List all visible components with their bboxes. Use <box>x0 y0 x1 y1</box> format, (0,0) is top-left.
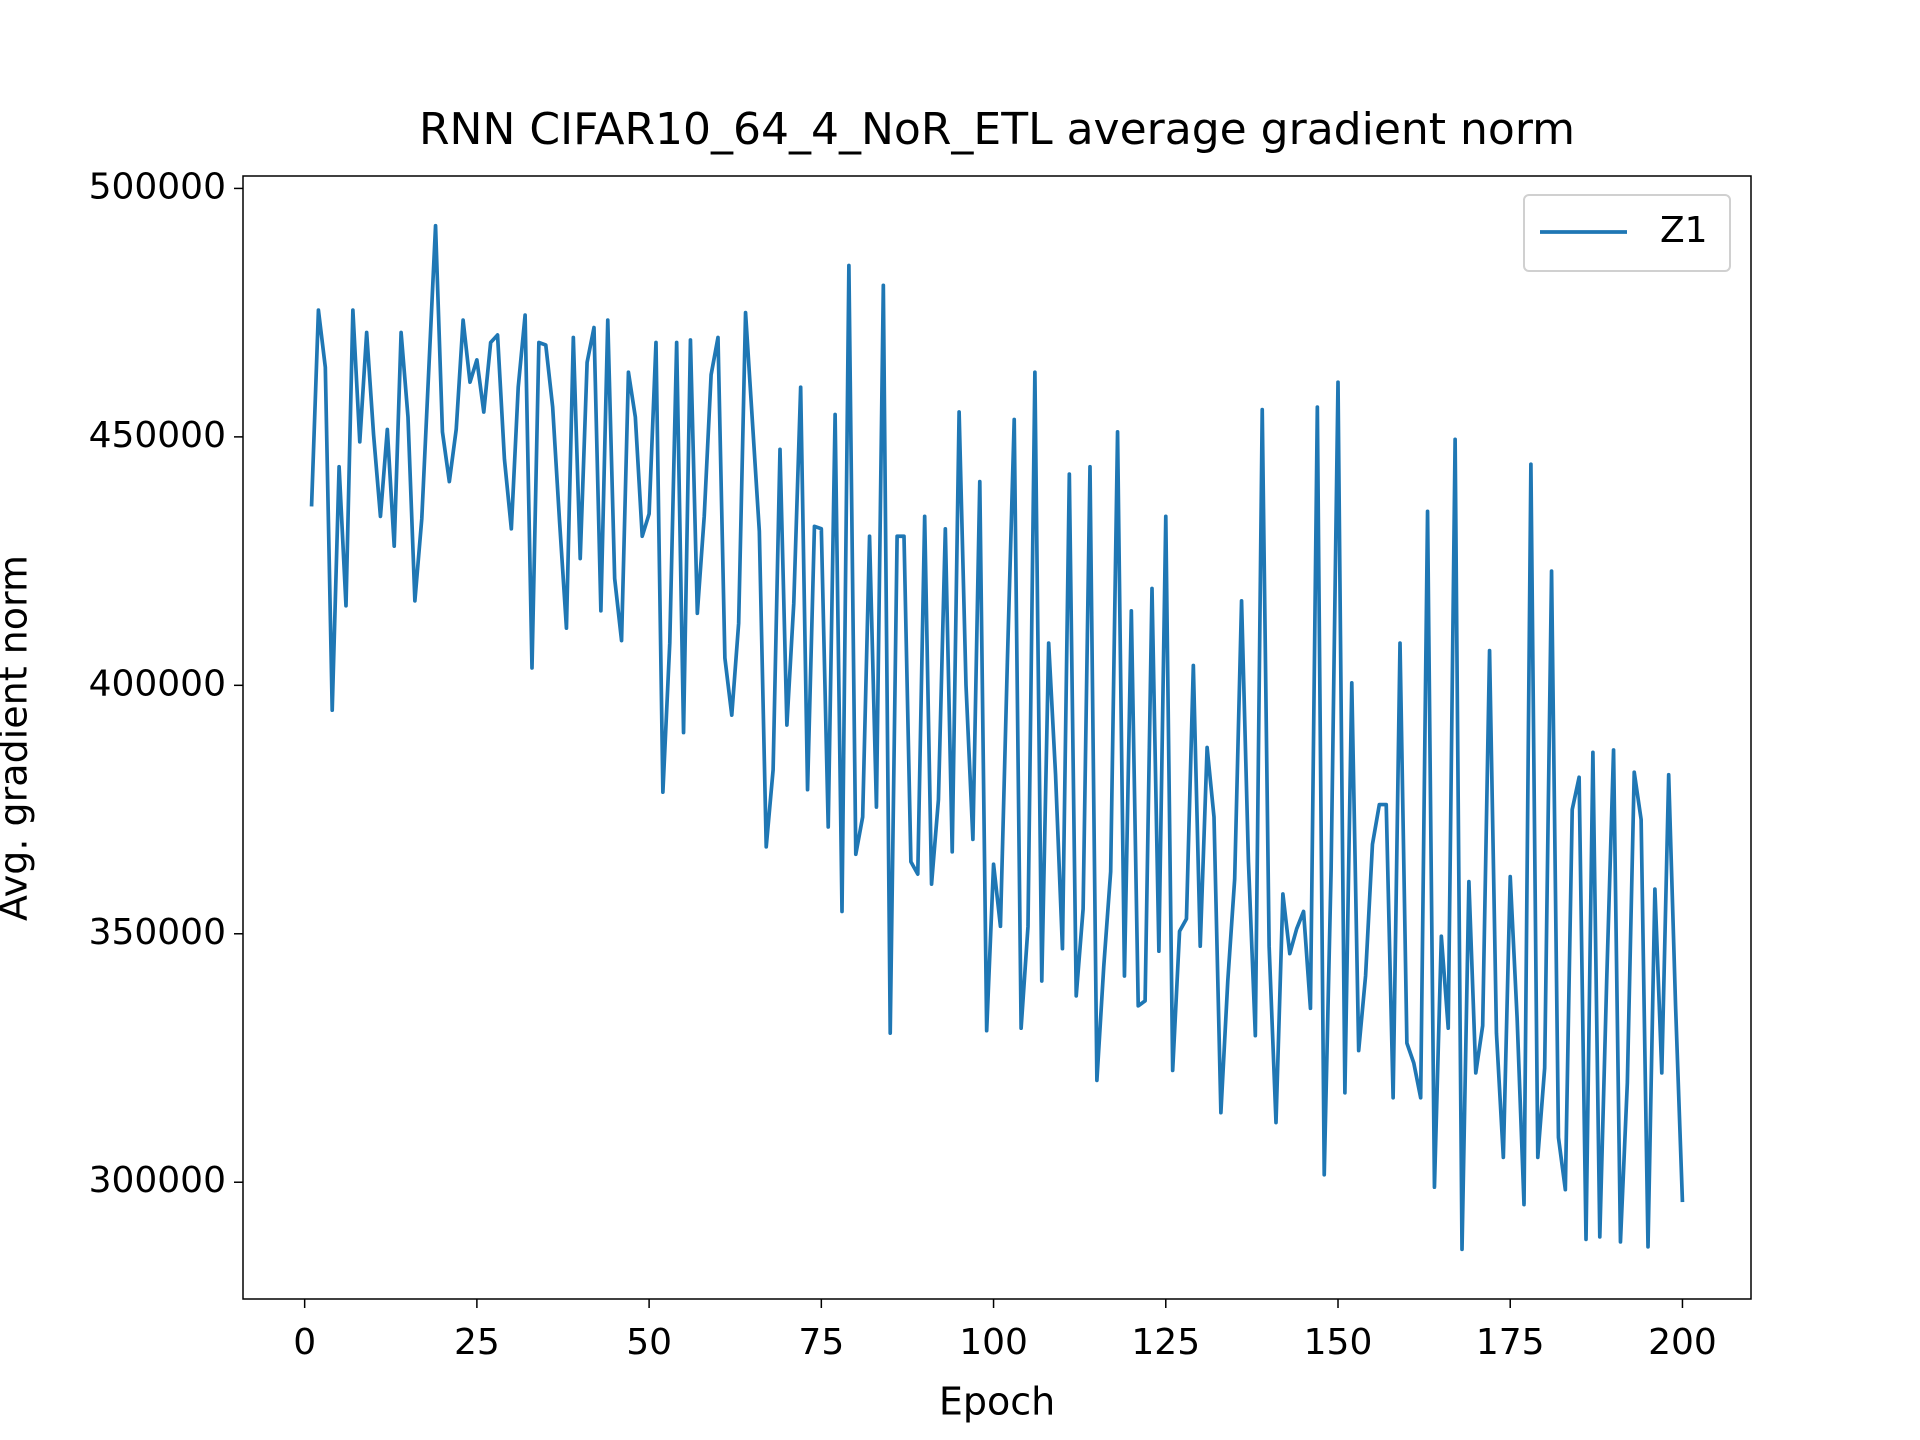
data-line <box>309 223 1685 1252</box>
y-axis-label: Avg. gradient norm <box>0 555 36 921</box>
legend-label: Z1 <box>1660 210 1708 251</box>
y-tick-label: 500000 <box>89 166 226 207</box>
x-tick-label: 150 <box>1304 1322 1373 1363</box>
x-axis-label: Epoch <box>939 1380 1055 1424</box>
x-tick-label: 25 <box>454 1322 500 1363</box>
axes-frame <box>242 175 1752 1300</box>
x-tick-label: 125 <box>1131 1322 1200 1363</box>
x-tick-label: 75 <box>798 1322 844 1363</box>
x-tick-label: 0 <box>293 1322 316 1363</box>
y-tick-label: 400000 <box>89 663 226 704</box>
x-tick-label: 175 <box>1476 1322 1545 1363</box>
y-tick-label: 350000 <box>89 912 226 953</box>
x-tick-label: 50 <box>626 1322 672 1363</box>
y-tick-label: 450000 <box>89 415 226 456</box>
chart-title: RNN CIFAR10_64_4_NoR_ETL average gradien… <box>419 104 1575 155</box>
x-tick-label: 100 <box>959 1322 1028 1363</box>
x-tick-label: 200 <box>1648 1322 1717 1363</box>
y-tick-label: 300000 <box>89 1160 226 1201</box>
